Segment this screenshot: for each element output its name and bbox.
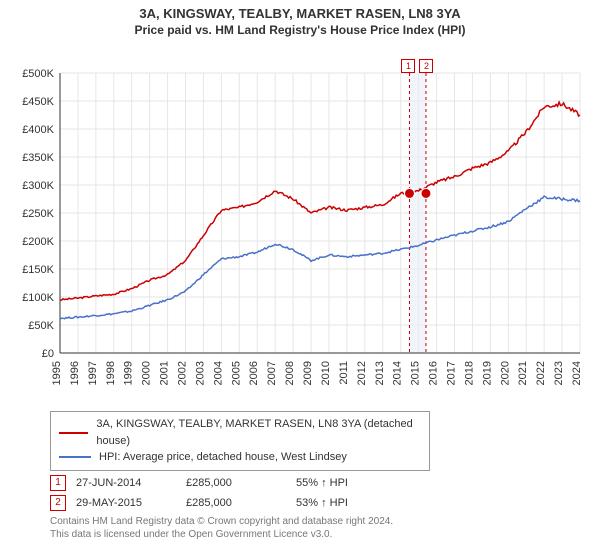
sale-date: 27-JUN-2014 (76, 477, 176, 489)
legend-item: HPI: Average price, detached house, West… (59, 449, 421, 466)
svg-text:£400K: £400K (22, 124, 54, 136)
svg-text:£200K: £200K (22, 236, 54, 248)
chart-title: 3A, KINGSWAY, TEALBY, MARKET RASEN, LN8 … (10, 6, 590, 21)
footnote-line2: This data is licensed under the Open Gov… (50, 529, 332, 540)
svg-text:2020: 2020 (499, 361, 511, 385)
footnote-line1: Contains HM Land Registry data © Crown c… (50, 516, 393, 527)
svg-text:2004: 2004 (212, 361, 224, 385)
chart-svg: £0 £50K £100K £150K £200K £250K £300K £350K £400… (10, 43, 590, 403)
svg-text:£100K: £100K (22, 292, 54, 304)
sale-price: £285,000 (186, 477, 286, 489)
svg-text:1999: 1999 (123, 361, 135, 385)
svg-text:2016: 2016 (428, 361, 440, 385)
svg-text:2024: 2024 (571, 361, 583, 385)
sales-row: 2 29-MAY-2015 £285,000 53% ↑ HPI (50, 495, 590, 511)
legend-swatch (59, 432, 88, 434)
sale-marker-num: 2 (419, 59, 433, 73)
legend-swatch (59, 456, 91, 458)
svg-text:2010: 2010 (320, 361, 332, 385)
sales-table: 1 27-JUN-2014 £285,000 55% ↑ HPI 2 29-MAY-201… (50, 475, 590, 511)
svg-text:2006: 2006 (248, 361, 260, 385)
svg-text:1995: 1995 (51, 361, 63, 385)
footnote: Contains HM Land Registry data © Crown c… (50, 515, 590, 541)
svg-text:£150K: £150K (22, 264, 54, 276)
svg-text:2015: 2015 (410, 361, 422, 385)
svg-text:£500K: £500K (22, 68, 54, 80)
legend-label: HPI: Average price, detached house, West… (99, 449, 347, 466)
sale-hpi-pct: 55% ↑ HPI (296, 477, 396, 489)
svg-text:£450K: £450K (22, 96, 54, 108)
sale-hpi-pct: 53% ↑ HPI (296, 497, 396, 509)
svg-text:2005: 2005 (230, 361, 242, 385)
svg-text:2019: 2019 (481, 361, 493, 385)
svg-text:2002: 2002 (177, 361, 189, 385)
sales-row: 1 27-JUN-2014 £285,000 55% ↑ HPI (50, 475, 590, 491)
svg-text:2003: 2003 (194, 361, 206, 385)
svg-text:2011: 2011 (338, 361, 350, 385)
svg-text:2009: 2009 (302, 361, 314, 385)
svg-text:2017: 2017 (445, 361, 457, 385)
sale-marker-labels: 12 (401, 59, 433, 73)
svg-text:2012: 2012 (356, 361, 368, 385)
sale-num-badge: 2 (50, 495, 66, 511)
svg-text:2013: 2013 (374, 361, 386, 385)
svg-text:2001: 2001 (159, 361, 171, 385)
svg-text:£50K: £50K (28, 320, 54, 332)
legend: 3A, KINGSWAY, TEALBY, MARKET RASEN, LN8 … (50, 411, 430, 471)
svg-text:2008: 2008 (284, 361, 296, 385)
sale-price: £285,000 (186, 497, 286, 509)
sale-num-badge: 1 (50, 475, 66, 491)
svg-text:£350K: £350K (22, 152, 54, 164)
svg-text:1997: 1997 (87, 361, 99, 385)
svg-text:2021: 2021 (517, 361, 529, 385)
sale-marker-num: 1 (401, 59, 415, 73)
svg-text:2007: 2007 (266, 361, 278, 385)
sale-date: 29-MAY-2015 (76, 497, 176, 509)
chart-subtitle: Price paid vs. HM Land Registry's House … (10, 23, 590, 37)
svg-text:1998: 1998 (105, 361, 117, 385)
svg-text:2022: 2022 (535, 361, 547, 385)
svg-text:2018: 2018 (463, 361, 475, 385)
svg-text:£250K: £250K (22, 208, 54, 220)
svg-text:£300K: £300K (22, 180, 54, 192)
legend-item: 3A, KINGSWAY, TEALBY, MARKET RASEN, LN8 … (59, 416, 421, 449)
svg-text:2014: 2014 (392, 361, 404, 385)
svg-text:2000: 2000 (141, 361, 153, 385)
svg-text:1996: 1996 (69, 361, 81, 385)
svg-text:£0: £0 (42, 348, 54, 360)
legend-label: 3A, KINGSWAY, TEALBY, MARKET RASEN, LN8 … (96, 416, 421, 449)
svg-text:2023: 2023 (553, 361, 565, 385)
chart-area: £0 £50K £100K £150K £200K £250K £300K £350K £400… (10, 43, 590, 403)
